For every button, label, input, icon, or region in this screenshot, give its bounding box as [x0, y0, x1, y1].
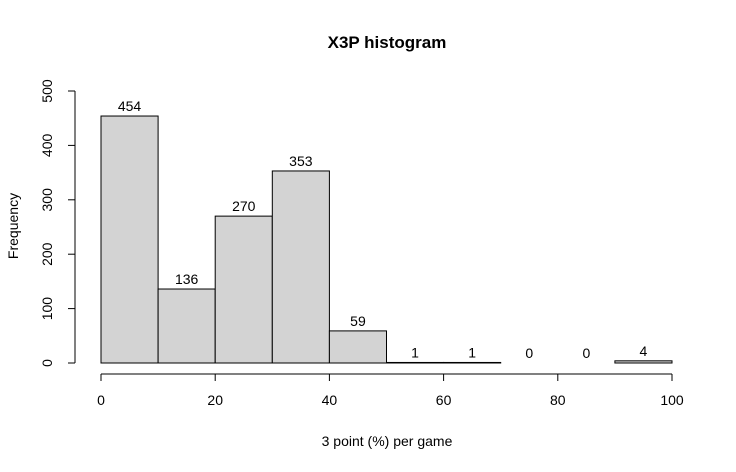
bar-count-label: 1 [468, 344, 476, 360]
histogram-bar [614, 360, 673, 364]
x-tick-label: 100 [660, 392, 684, 408]
bar-labels-group: 454 136 270 353 59 1 1 0 0 4 [118, 98, 648, 361]
bar-count-label: 270 [232, 198, 256, 214]
bar-count-label: 59 [350, 313, 366, 329]
y-axis: 0 100 200 300 400 500 [39, 79, 76, 367]
histogram-bar [214, 215, 273, 364]
bar-count-label: 1 [411, 344, 419, 360]
x-tick-label: 80 [550, 392, 566, 408]
bar-count-label: 454 [118, 98, 142, 114]
y-tick-label: 100 [39, 297, 55, 321]
histogram-bar [271, 170, 330, 364]
x-tick-label: 0 [97, 392, 105, 408]
y-tick-label: 300 [39, 188, 55, 212]
bar-count-label: 0 [582, 345, 590, 361]
histogram-bar [328, 330, 387, 364]
y-tick-label: 200 [39, 242, 55, 266]
bar-count-label: 136 [175, 271, 199, 287]
histogram-bar [100, 115, 159, 364]
bar-count-label: 0 [525, 345, 533, 361]
x-tick-label: 20 [207, 392, 223, 408]
y-tick-label: 500 [39, 79, 55, 103]
x-tick-label: 60 [436, 392, 452, 408]
y-tick-label: 0 [39, 359, 55, 367]
x-axis: 0 20 40 60 80 100 [97, 373, 684, 408]
histogram-bar [386, 361, 445, 364]
x-tick-label: 40 [322, 392, 338, 408]
bar-count-label: 4 [640, 343, 648, 359]
chart-title: X3P histogram [328, 33, 447, 52]
y-axis-label: Frequency [5, 193, 21, 259]
y-tick-label: 400 [39, 134, 55, 158]
bars-group [100, 115, 673, 364]
x-axis-label: 3 point (%) per game [322, 433, 453, 449]
bar-count-label: 353 [289, 153, 313, 169]
histogram-bar [157, 288, 216, 364]
histogram-bar [443, 361, 502, 364]
